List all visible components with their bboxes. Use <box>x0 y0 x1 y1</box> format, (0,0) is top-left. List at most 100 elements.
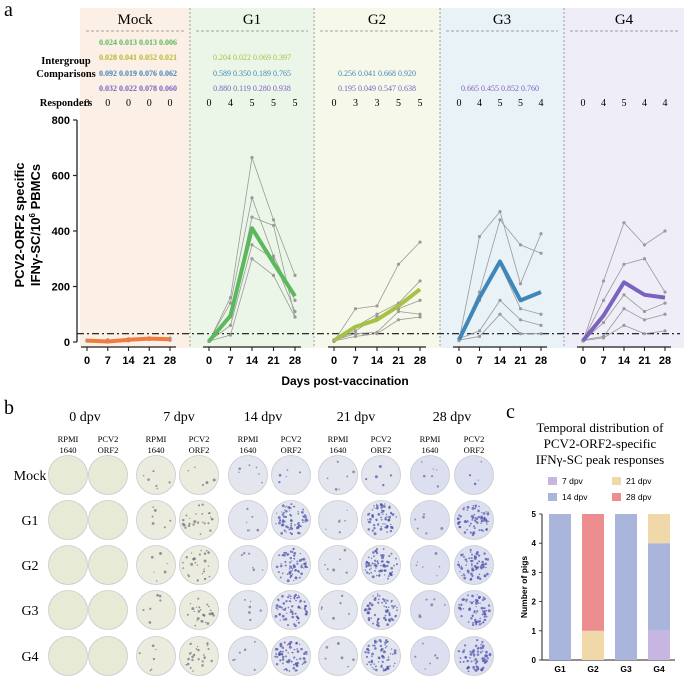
spot <box>473 668 476 671</box>
spot <box>305 613 308 616</box>
spot <box>414 518 417 521</box>
spot <box>469 652 473 656</box>
spot <box>289 550 292 553</box>
spot <box>480 622 483 625</box>
group-pvalue-row: 0.256 0.041 0.668 0.920 <box>338 69 416 78</box>
individual-point <box>271 273 276 277</box>
spot <box>470 660 473 663</box>
x-tick-label: 21 <box>638 355 650 367</box>
spot <box>286 624 290 627</box>
spot <box>288 594 290 596</box>
spot <box>203 614 205 617</box>
spot <box>292 548 295 551</box>
spot <box>471 623 475 627</box>
stacked-bar-segment <box>648 630 670 660</box>
spot <box>285 510 288 513</box>
spot <box>367 562 370 564</box>
spot <box>306 566 309 569</box>
group-panel-bg <box>80 8 190 348</box>
spot <box>252 568 256 572</box>
spot <box>468 525 471 527</box>
spot <box>234 658 237 660</box>
mean-line-mock <box>86 336 171 344</box>
spot <box>158 594 162 598</box>
spot <box>291 550 294 553</box>
spot <box>376 621 378 623</box>
spot <box>340 594 344 598</box>
spot <box>463 506 465 509</box>
spot <box>474 620 478 624</box>
spot <box>379 640 383 643</box>
individual-point <box>518 243 523 247</box>
spot <box>203 568 205 570</box>
stacked-bar-segment <box>582 630 604 660</box>
spot <box>205 481 209 485</box>
individual-point <box>518 332 523 336</box>
spot <box>371 529 374 532</box>
spot <box>371 509 374 511</box>
spot <box>460 615 463 618</box>
individual-point <box>539 332 543 336</box>
spot <box>484 575 487 578</box>
spot <box>190 562 194 566</box>
spot <box>380 647 384 651</box>
spot <box>474 618 477 621</box>
individual-point <box>663 312 667 316</box>
spot <box>324 657 327 660</box>
spot <box>339 601 342 605</box>
spot <box>379 527 383 531</box>
spot <box>299 607 302 610</box>
spot <box>197 610 201 613</box>
spot <box>471 518 474 521</box>
x-tick-label: 28 <box>414 355 426 367</box>
spot <box>380 509 383 512</box>
spot <box>274 655 277 658</box>
spot <box>366 611 370 615</box>
spot <box>182 561 184 564</box>
individual-point <box>642 257 647 261</box>
spot <box>279 644 283 648</box>
spot <box>465 564 468 566</box>
spot <box>149 669 152 672</box>
group-header: Mock <box>118 12 153 28</box>
individual-point <box>498 218 502 222</box>
spot <box>378 657 381 660</box>
spot <box>380 525 383 528</box>
responder-count: 5 <box>396 98 401 109</box>
spot <box>372 515 374 517</box>
individual-point <box>228 301 233 305</box>
spot <box>292 505 295 508</box>
spot <box>285 475 287 478</box>
spot <box>471 516 475 520</box>
spot <box>457 650 460 653</box>
x-tick-label: 21 <box>267 355 279 367</box>
spot <box>386 609 389 612</box>
spot <box>478 505 480 508</box>
spot <box>485 650 488 654</box>
spot <box>468 557 471 560</box>
spot <box>436 656 439 660</box>
well-row-label: G2 <box>21 559 38 574</box>
x-tick-label: 14 <box>122 355 135 367</box>
spot <box>464 520 466 522</box>
spot <box>163 526 166 529</box>
row-label-responders: Responders <box>40 98 93 109</box>
spot <box>293 554 296 557</box>
mean-line-g1 <box>207 226 297 343</box>
spot <box>487 511 489 513</box>
x-tick-label: 14 <box>494 355 507 367</box>
individual-point <box>271 254 276 258</box>
spot <box>249 600 252 603</box>
stimulus-label: PCV2 <box>189 434 210 444</box>
spot <box>370 659 373 662</box>
elispot-well <box>88 545 128 585</box>
spot <box>385 525 388 529</box>
spot <box>482 512 486 515</box>
elispot-well <box>454 545 494 585</box>
spot <box>429 662 431 665</box>
spot <box>375 503 378 505</box>
spot <box>289 526 293 530</box>
spot <box>147 478 150 481</box>
day-header: 0 dpv <box>69 410 101 425</box>
spot <box>386 659 388 661</box>
